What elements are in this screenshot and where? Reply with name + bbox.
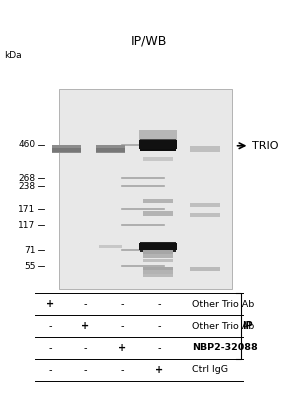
Text: 71: 71 (24, 246, 35, 255)
Bar (140, 139, 176, 151)
Text: Other Trio Ab: Other Trio Ab (192, 300, 254, 309)
Text: -: - (84, 365, 87, 375)
Text: NBP2-32088: NBP2-32088 (192, 344, 257, 352)
Text: -: - (48, 343, 52, 353)
Bar (143, 274, 173, 277)
Text: Other Trio Ab: Other Trio Ab (192, 322, 254, 331)
Bar (143, 157, 173, 161)
Bar (139, 130, 177, 140)
Text: -: - (158, 321, 161, 331)
Bar (143, 250, 173, 255)
Text: -: - (158, 299, 161, 309)
Text: 117: 117 (18, 221, 35, 230)
Text: IP: IP (242, 321, 253, 331)
Bar (143, 267, 173, 272)
Text: 55: 55 (24, 262, 35, 271)
Bar (143, 270, 173, 274)
Bar (190, 146, 220, 152)
Bar (140, 242, 176, 252)
Bar (190, 213, 220, 217)
Text: -: - (121, 365, 124, 375)
Text: -: - (84, 343, 87, 353)
Text: +: + (155, 365, 163, 375)
Bar (139, 243, 177, 250)
Bar (143, 199, 173, 204)
Bar (52, 145, 81, 152)
Bar (96, 148, 125, 152)
Bar (59, 89, 232, 289)
Text: +: + (46, 299, 54, 309)
Text: Ctrl IgG: Ctrl IgG (192, 365, 228, 374)
Bar (143, 259, 173, 262)
Bar (190, 203, 220, 207)
Bar (52, 148, 81, 152)
Text: -: - (48, 321, 52, 331)
Text: 238: 238 (18, 182, 35, 190)
Text: TRIO: TRIO (252, 141, 279, 151)
Text: +: + (118, 343, 126, 353)
Bar (143, 254, 173, 258)
Text: -: - (121, 321, 124, 331)
Bar (143, 211, 173, 216)
Bar (190, 267, 220, 271)
Text: 268: 268 (18, 174, 35, 182)
Text: -: - (84, 299, 87, 309)
Text: +: + (81, 321, 90, 331)
Bar (99, 245, 122, 248)
Text: -: - (158, 343, 161, 353)
Bar (139, 140, 177, 149)
Text: IP/WB: IP/WB (131, 35, 167, 48)
Text: -: - (121, 299, 124, 309)
Text: 171: 171 (18, 205, 35, 214)
Text: 460: 460 (18, 140, 35, 150)
Bar (96, 145, 125, 152)
Text: -: - (48, 365, 52, 375)
Text: kDa: kDa (4, 50, 22, 60)
